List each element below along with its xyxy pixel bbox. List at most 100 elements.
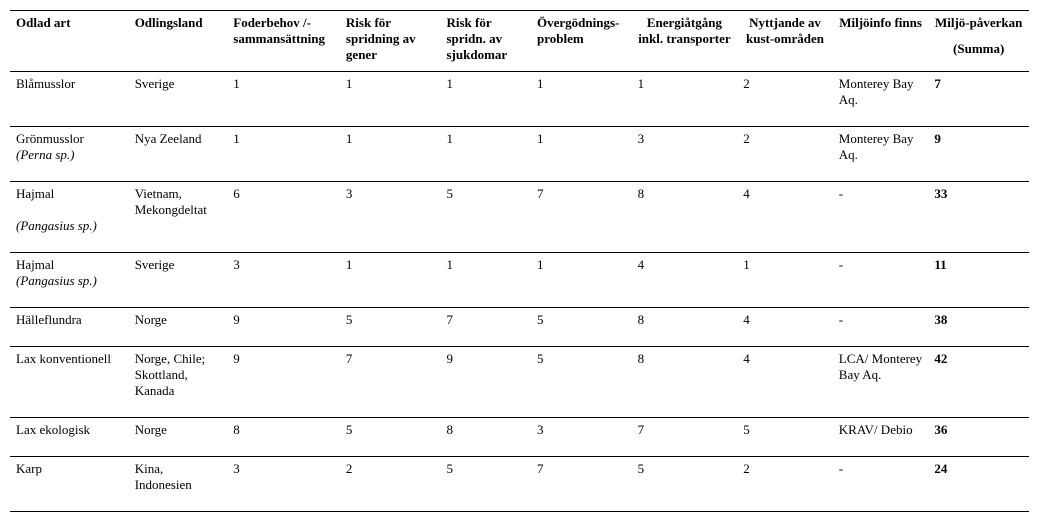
species-latin: (Pangasius sp.): [16, 273, 97, 288]
cell-risk_gener: 5: [340, 418, 441, 457]
table-row: Hajmal(Pangasius sp.)Sverige311141-11: [10, 253, 1029, 308]
col-header-risk_sjuk: Risk för spridn. av sjukdomar: [441, 11, 532, 72]
cell-miljoinfo: -: [833, 457, 929, 512]
table-row: Hajmal (Pangasius sp.) Vietnam, Mekongdelt…: [10, 182, 1029, 253]
species-latin: (Pangasius sp.): [16, 218, 97, 233]
cell-miljoinfo: -: [833, 253, 929, 308]
cell-odlingsland: Sverige: [129, 253, 228, 308]
cell-odlad-art: Lax ekologisk: [10, 418, 129, 457]
table-row: Lax ekologiskNorge858375KRAV/ Debio36: [10, 418, 1029, 457]
cell-summa: 11: [928, 253, 1029, 308]
cell-miljoinfo: -: [833, 182, 929, 253]
cell-foderbehov: 6: [227, 182, 340, 253]
cell-miljoinfo: Monterey Bay Aq.: [833, 127, 929, 182]
cell-risk_gener: 3: [340, 182, 441, 253]
col-header-summa: Miljö-påverkan(Summa): [928, 11, 1029, 72]
cell-energi: 8: [632, 308, 738, 347]
cell-summa: 9: [928, 127, 1029, 182]
cell-odlingsland: Norge: [129, 418, 228, 457]
cell-miljoinfo: -: [833, 308, 929, 347]
cell-foderbehov: 1: [227, 127, 340, 182]
cell-kust: 5: [737, 418, 833, 457]
species-name: Hajmal: [16, 186, 54, 201]
cell-summa: 24: [928, 457, 1029, 512]
cell-overgodning: 3: [531, 418, 632, 457]
cell-odlingsland: Sverige: [129, 72, 228, 127]
cell-foderbehov: 8: [227, 418, 340, 457]
cell-kust: 2: [737, 127, 833, 182]
cell-odlad-art: Hälleflundra: [10, 308, 129, 347]
cell-odlingsland: Vietnam, Mekongdeltat: [129, 182, 228, 253]
cell-kust: 4: [737, 308, 833, 347]
cell-kust: 2: [737, 457, 833, 512]
table-row: HälleflundraNorge957584-38: [10, 308, 1029, 347]
cell-odlingsland: Nya Zeeland: [129, 127, 228, 182]
col-header-odlingsland: Odlingsland: [129, 11, 228, 72]
cell-kust: 4: [737, 182, 833, 253]
cell-odlingsland: Kina, Indonesien: [129, 457, 228, 512]
cell-summa: 33: [928, 182, 1029, 253]
col-header-energi: Energiåtgång inkl. transporter: [632, 11, 738, 72]
cell-kust: 1: [737, 253, 833, 308]
cell-miljoinfo: Monterey Bay Aq.: [833, 72, 929, 127]
cell-risk_gener: 1: [340, 127, 441, 182]
cell-overgodning: 1: [531, 72, 632, 127]
table-header: Odlad artOdlingslandFoderbehov /-sammans…: [10, 11, 1029, 72]
table-body: BlåmusslorSverige111112Monterey Bay Aq.7…: [10, 72, 1029, 512]
cell-risk_gener: 5: [340, 308, 441, 347]
cell-foderbehov: 3: [227, 457, 340, 512]
cell-overgodning: 5: [531, 347, 632, 418]
cell-risk_gener: 1: [340, 253, 441, 308]
cell-foderbehov: 3: [227, 253, 340, 308]
cell-risk_sjuk: 1: [441, 72, 532, 127]
cell-summa: 38: [928, 308, 1029, 347]
cell-risk_sjuk: 8: [441, 418, 532, 457]
cell-foderbehov: 9: [227, 308, 340, 347]
cell-overgodning: 7: [531, 182, 632, 253]
cell-odlad-art: Hajmal (Pangasius sp.): [10, 182, 129, 253]
col-header-kust: Nyttjande av kust-områden: [737, 11, 833, 72]
table-row: BlåmusslorSverige111112Monterey Bay Aq.7: [10, 72, 1029, 127]
cell-miljoinfo: KRAV/ Debio: [833, 418, 929, 457]
cell-risk_gener: 2: [340, 457, 441, 512]
species-name: Blåmusslor: [16, 76, 75, 91]
cell-overgodning: 1: [531, 127, 632, 182]
cell-foderbehov: 9: [227, 347, 340, 418]
cell-energi: 1: [632, 72, 738, 127]
species-name: Karp: [16, 461, 42, 476]
species-latin: (Perna sp.): [16, 147, 75, 162]
cell-odlingsland: Norge: [129, 308, 228, 347]
cell-risk_gener: 1: [340, 72, 441, 127]
species-name: Grönmusslor: [16, 131, 84, 146]
table-row: Grönmusslor(Perna sp.)Nya Zeeland111132M…: [10, 127, 1029, 182]
col-header-miljoinfo: Miljöinfo finns: [833, 11, 929, 72]
cell-kust: 2: [737, 72, 833, 127]
col-header-foderbehov: Foderbehov /-sammansättning: [227, 11, 340, 72]
cell-summa: 36: [928, 418, 1029, 457]
environmental-impact-table: Odlad artOdlingslandFoderbehov /-sammans…: [10, 10, 1029, 512]
cell-risk_sjuk: 1: [441, 127, 532, 182]
cell-odlad-art: Karp: [10, 457, 129, 512]
table-row: Lax konventionellNorge, Chile; Skottland…: [10, 347, 1029, 418]
cell-summa: 42: [928, 347, 1029, 418]
cell-foderbehov: 1: [227, 72, 340, 127]
cell-miljoinfo: LCA/ Monterey Bay Aq.: [833, 347, 929, 418]
cell-energi: 8: [632, 347, 738, 418]
cell-odlad-art: Grönmusslor(Perna sp.): [10, 127, 129, 182]
cell-summa: 7: [928, 72, 1029, 127]
cell-odlad-art: Blåmusslor: [10, 72, 129, 127]
species-name: Hälleflundra: [16, 312, 82, 327]
cell-energi: 5: [632, 457, 738, 512]
cell-risk_sjuk: 5: [441, 182, 532, 253]
cell-risk_sjuk: 5: [441, 457, 532, 512]
col-header-risk_gener: Risk för spridning av gener: [340, 11, 441, 72]
cell-overgodning: 5: [531, 308, 632, 347]
cell-odlingsland: Norge, Chile; Skottland, Kanada: [129, 347, 228, 418]
cell-energi: 8: [632, 182, 738, 253]
species-name: Lax ekologisk: [16, 422, 90, 437]
table-row: KarpKina, Indonesien325752-24: [10, 457, 1029, 512]
cell-overgodning: 1: [531, 253, 632, 308]
cell-odlad-art: Hajmal(Pangasius sp.): [10, 253, 129, 308]
cell-energi: 3: [632, 127, 738, 182]
col-header-odlad_art: Odlad art: [10, 11, 129, 72]
